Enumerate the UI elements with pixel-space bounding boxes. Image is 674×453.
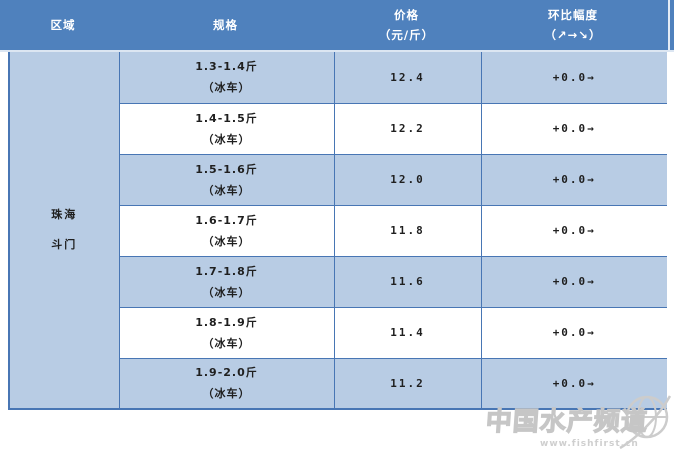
price-cell: 11.8 [333,204,482,257]
watermark-url: www.fishfirst.cn [540,439,639,449]
price-cell: 11.6 [333,255,482,308]
header-region-label: 区域 [50,18,76,32]
spec-cell: 1.7-1.8斤 （冰车） [118,255,335,308]
spec-range: 1.5-1.6斤 [195,162,258,176]
table-row: 1.9-2.0斤 （冰车） 11.2 +0.0→ [9,357,667,410]
table-row: 1.7-1.8斤 （冰车） 11.6 +0.0→ [9,255,667,308]
spec-range: 1.6-1.7斤 [195,213,258,227]
table-row: 珠海 斗门 1.3-1.4斤 （冰车） 12.4 +0.0→ [8,52,667,410]
region-line1: 珠海 [51,208,78,221]
region-cell: 珠海 斗门 [8,52,120,410]
region-line2: 斗门 [51,238,78,251]
price-table: 珠海 斗门 1.3-1.4斤 （冰车） 12.4 +0.0→ 1.4-1.5斤 … [8,52,667,410]
table-row: 1.5-1.6斤 （冰车） 12.0 +0.0→ [9,153,667,206]
header-spec-label: 规格 [213,18,238,32]
change-cell: +0.0→ [480,306,667,359]
table-row: 1.4-1.5斤 （冰车） 12.2 +0.0→ [9,102,667,155]
price-cell: 11.2 [333,357,482,410]
spec-range: 1.9-2.0斤 [195,366,258,380]
spec-note: （冰车） [202,183,251,197]
spec-note: （冰车） [202,336,251,350]
header-change: 环比幅度 （↗→↘） [480,0,666,50]
price-cell: 12.2 [333,102,482,155]
spec-cell: 1.8-1.9斤 （冰车） [118,306,335,359]
header-spec: 规格 [118,0,333,50]
price-cell: 12.4 [333,52,482,104]
spec-range: 1.4-1.5斤 [195,111,258,125]
header-price: 价格 （元/斤） [333,0,480,50]
spec-range: 1.7-1.8斤 [195,264,258,278]
spec-note: （冰车） [202,132,251,146]
change-cell: +0.0→ [480,255,667,308]
change-cell: +0.0→ [480,204,667,257]
change-cell: +0.0→ [480,357,667,410]
spec-cell: 1.9-2.0斤 （冰车） [118,357,335,410]
spec-range: 1.8-1.9斤 [195,315,258,329]
spec-cell: 1.6-1.7斤 （冰车） [118,204,335,257]
spec-range: 1.3-1.4斤 [195,60,258,74]
spec-note: （冰车） [202,81,251,95]
header-region: 区域 [8,0,118,50]
spec-note: （冰车） [202,387,251,401]
change-cell: +0.0→ [480,102,667,155]
table-row: 1.6-1.7斤 （冰车） 11.8 +0.0→ [9,204,667,257]
table-header-row: 区域 规格 价格 （元/斤） 环比幅度 （↗→↘） [8,0,666,50]
header-change-arrows: （↗→↘） [544,28,602,42]
spec-note: （冰车） [202,234,251,248]
spec-cell: 1.4-1.5斤 （冰车） [118,102,335,155]
spec-cell: 1.3-1.4斤 （冰车） [118,52,335,104]
spec-note: （冰车） [202,285,251,299]
change-cell: +0.0→ [480,153,667,206]
price-cell: 11.4 [333,306,482,359]
header-price-label: 价格 [394,8,419,22]
header-change-label: 环比幅度 [548,8,598,22]
change-cell: +0.0→ [480,52,667,104]
table-header-bar: 区域 规格 价格 （元/斤） 环比幅度 （↗→↘） [0,0,674,52]
spec-cell: 1.5-1.6斤 （冰车） [118,153,335,206]
price-cell: 12.0 [333,153,482,206]
table-row: 1.8-1.9斤 （冰车） 11.4 +0.0→ [9,306,667,359]
header-price-unit: （元/斤） [378,28,435,42]
